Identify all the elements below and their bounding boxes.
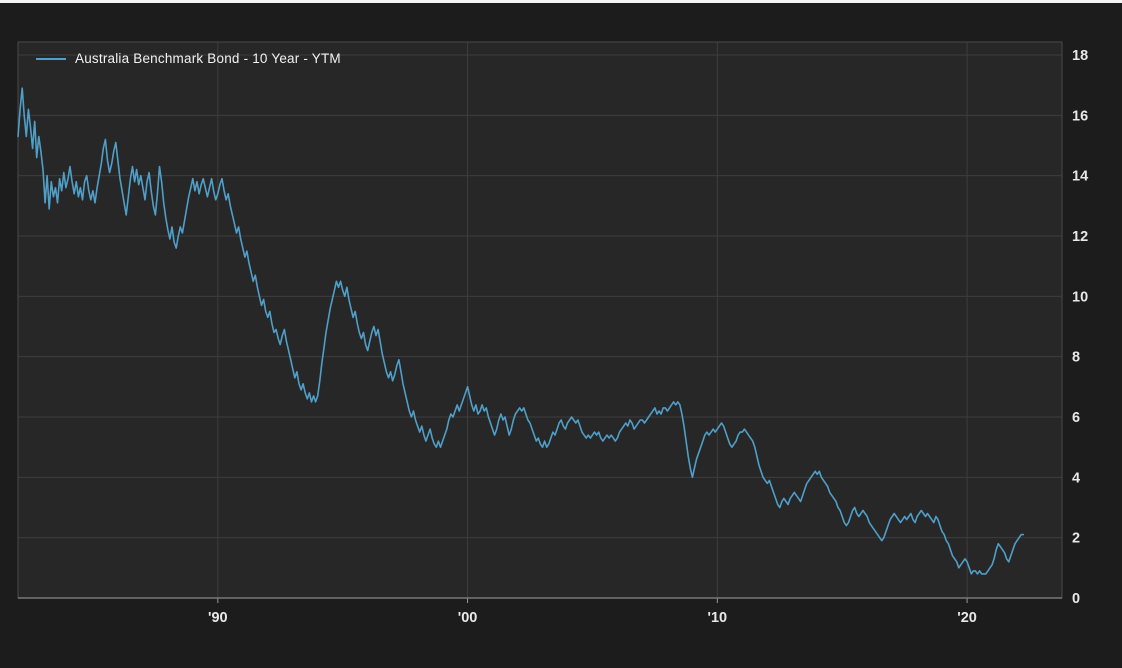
legend[interactable]: Australia Benchmark Bond - 10 Year - YTM bbox=[36, 51, 341, 66]
x-tick-label: '00 bbox=[458, 610, 478, 626]
y-tick-label: 6 bbox=[1072, 410, 1080, 426]
y-tick-label: 0 bbox=[1072, 591, 1080, 607]
x-tick-label: '90 bbox=[208, 610, 228, 626]
y-tick-label: 8 bbox=[1072, 350, 1080, 366]
x-tick-label: '10 bbox=[708, 610, 728, 626]
y-tick-label: 16 bbox=[1072, 108, 1088, 124]
legend-line-swatch bbox=[36, 57, 66, 60]
y-tick-label: 12 bbox=[1072, 229, 1088, 245]
y-tick-label: 14 bbox=[1072, 169, 1088, 185]
y-tick-label: 10 bbox=[1072, 289, 1088, 305]
y-tick-label: 18 bbox=[1072, 48, 1088, 64]
y-tick-label: 4 bbox=[1072, 470, 1080, 486]
y-tick-label: 2 bbox=[1072, 531, 1080, 547]
window-top-edge bbox=[0, 0, 1122, 3]
x-tick-label: '20 bbox=[957, 610, 977, 626]
yield-line-series bbox=[17, 87, 1025, 575]
legend-series-label: Australia Benchmark Bond - 10 Year - YTM bbox=[75, 51, 341, 66]
plot-area[interactable] bbox=[18, 42, 1062, 598]
